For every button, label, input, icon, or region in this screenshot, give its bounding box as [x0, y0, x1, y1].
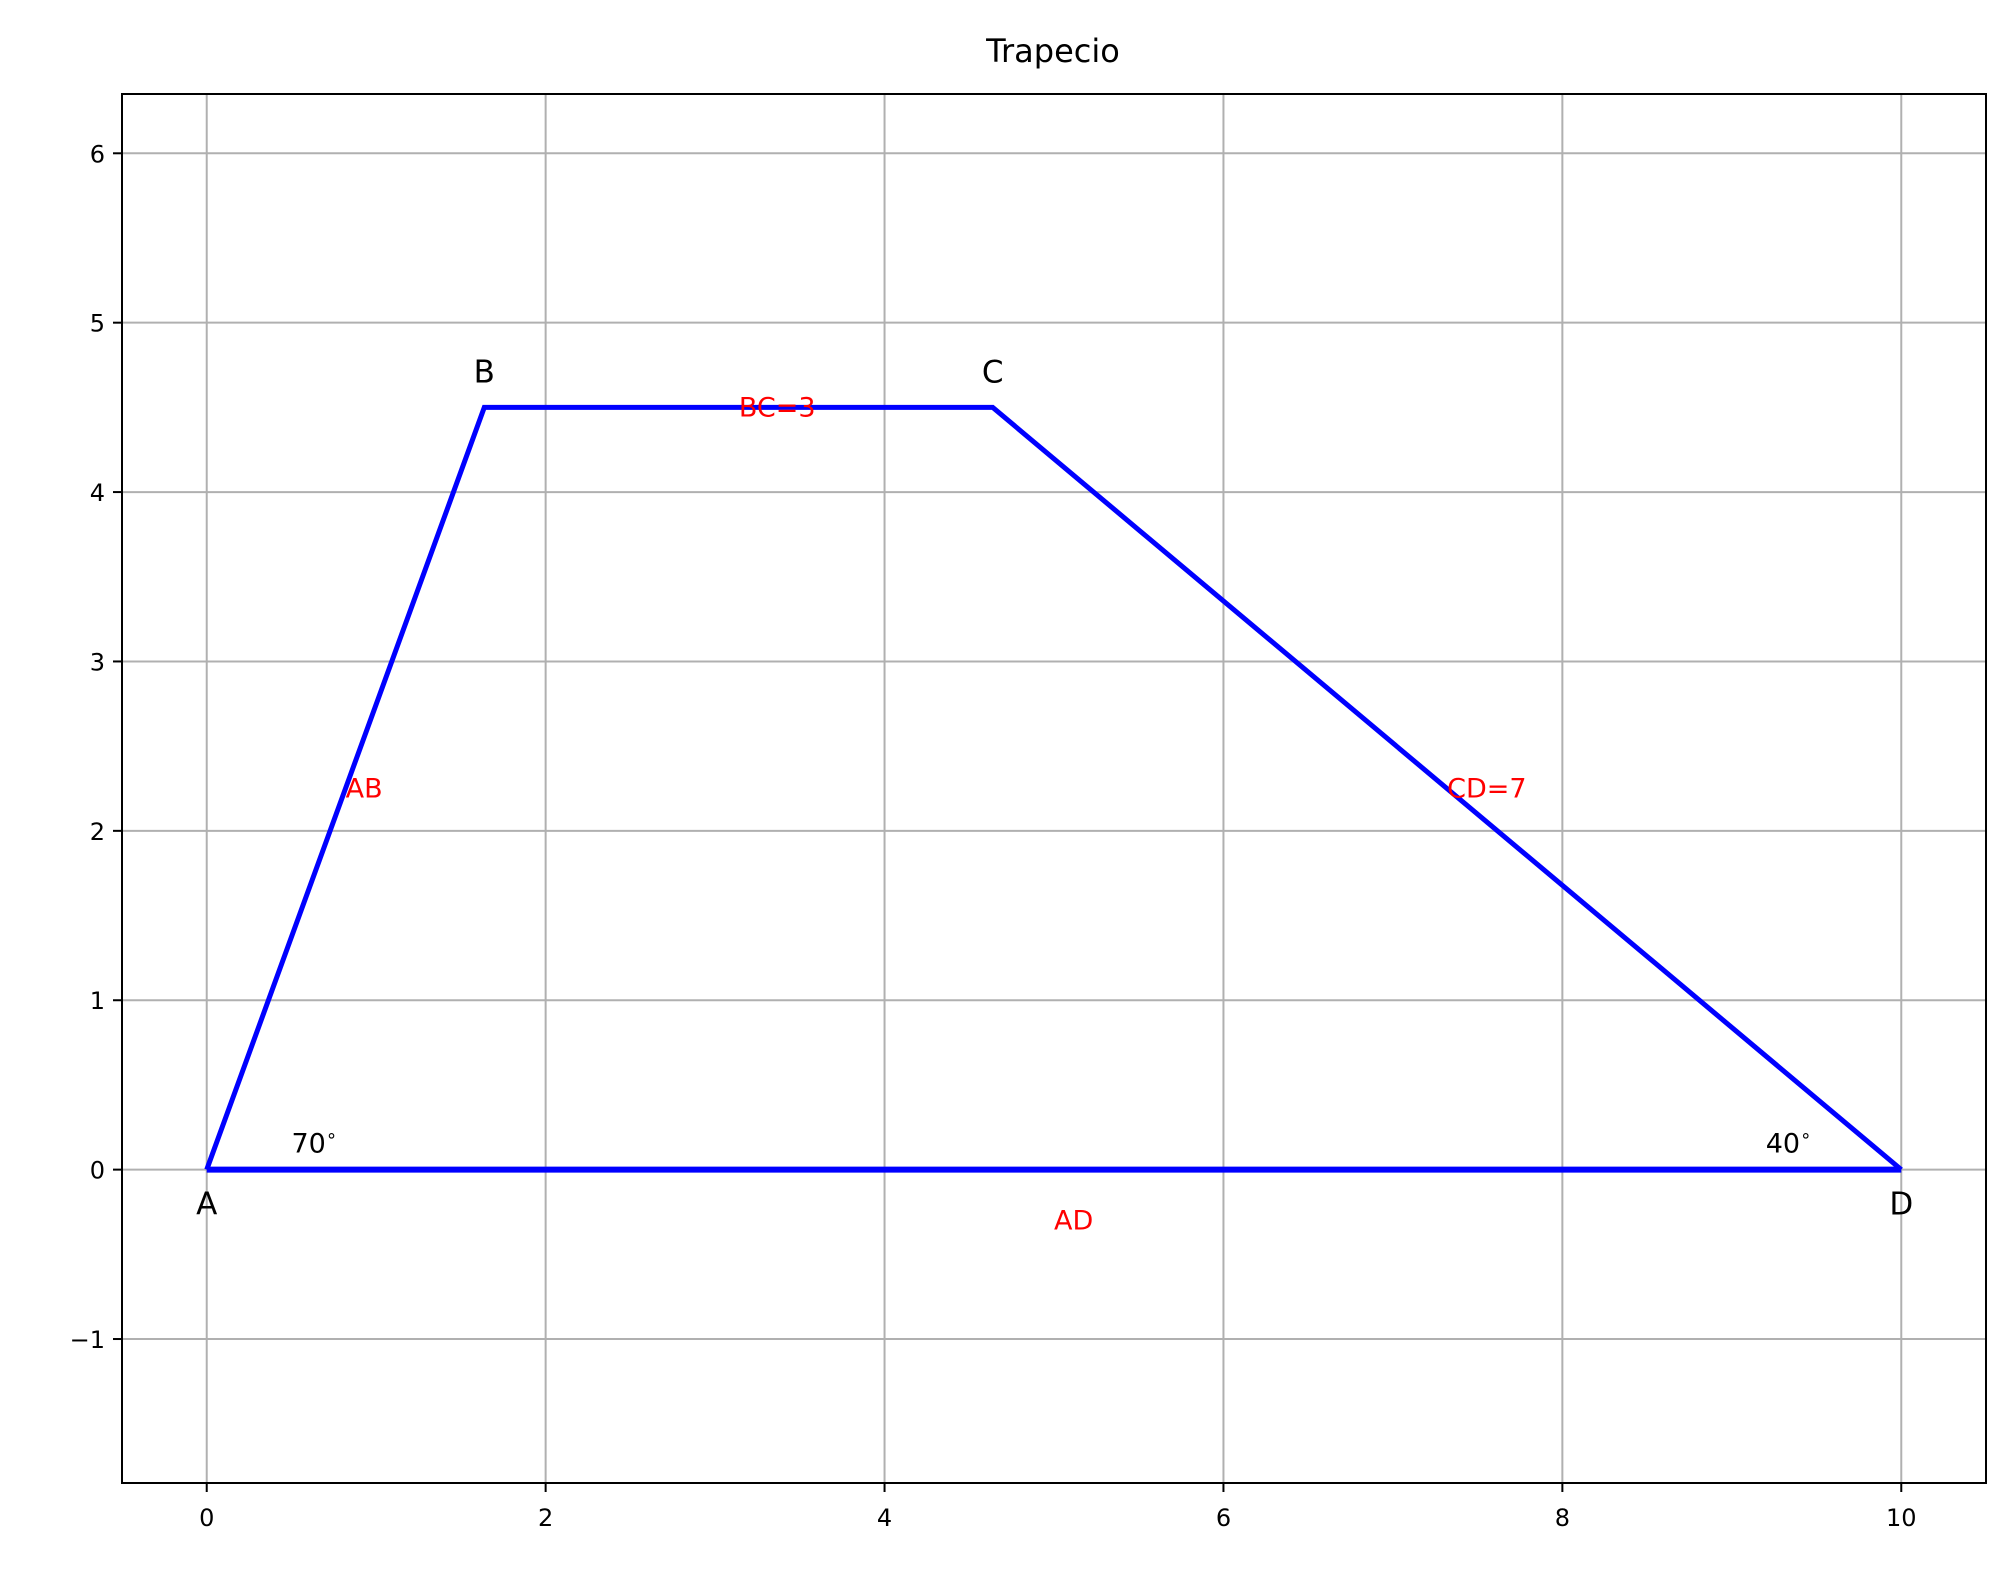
y-tick-label: 1 — [90, 987, 105, 1015]
axes: 0 2 4 6 8 10 −1 0 1 2 3 4 5 6 — [70, 93, 1987, 1532]
side-label: CD=7 — [1447, 774, 1526, 805]
chart-title: Trapecio — [985, 32, 1120, 70]
side-label: AD — [1054, 1205, 1093, 1236]
x-tick-label: 0 — [199, 1504, 214, 1532]
plot-frame — [121, 93, 1987, 1484]
vertex-label-d: D — [1889, 1187, 1913, 1223]
y-tick-label: 3 — [90, 648, 105, 676]
vertex-label-c: C — [982, 354, 1004, 390]
x-tick-label: 2 — [538, 1504, 553, 1532]
y-tick-label: 2 — [90, 818, 105, 846]
x-tick-label: 4 — [877, 1504, 892, 1532]
x-tick-label: 8 — [1555, 1504, 1570, 1532]
y-tick-label: −1 — [70, 1326, 105, 1354]
side-label: AB — [346, 774, 383, 805]
vertex-label-a: A — [196, 1187, 217, 1223]
trapezoid-sides — [204, 404, 1903, 1172]
vertex-label-b: B — [474, 354, 495, 390]
trapezoid-shape — [204, 404, 1903, 1173]
x-tick-label: 6 — [1216, 1504, 1231, 1532]
side-label: BC=3 — [739, 392, 816, 423]
y-tick-label: 4 — [90, 479, 105, 507]
y-tick-label: 0 — [90, 1157, 105, 1185]
grid-lines — [122, 94, 1986, 1483]
x-tick-label: 10 — [1886, 1504, 1917, 1532]
y-tick-label: 6 — [90, 140, 105, 168]
degree-sign: ∘ — [1800, 1126, 1811, 1147]
y-tick-label: 5 — [90, 310, 105, 338]
degree-sign: ∘ — [326, 1126, 337, 1147]
